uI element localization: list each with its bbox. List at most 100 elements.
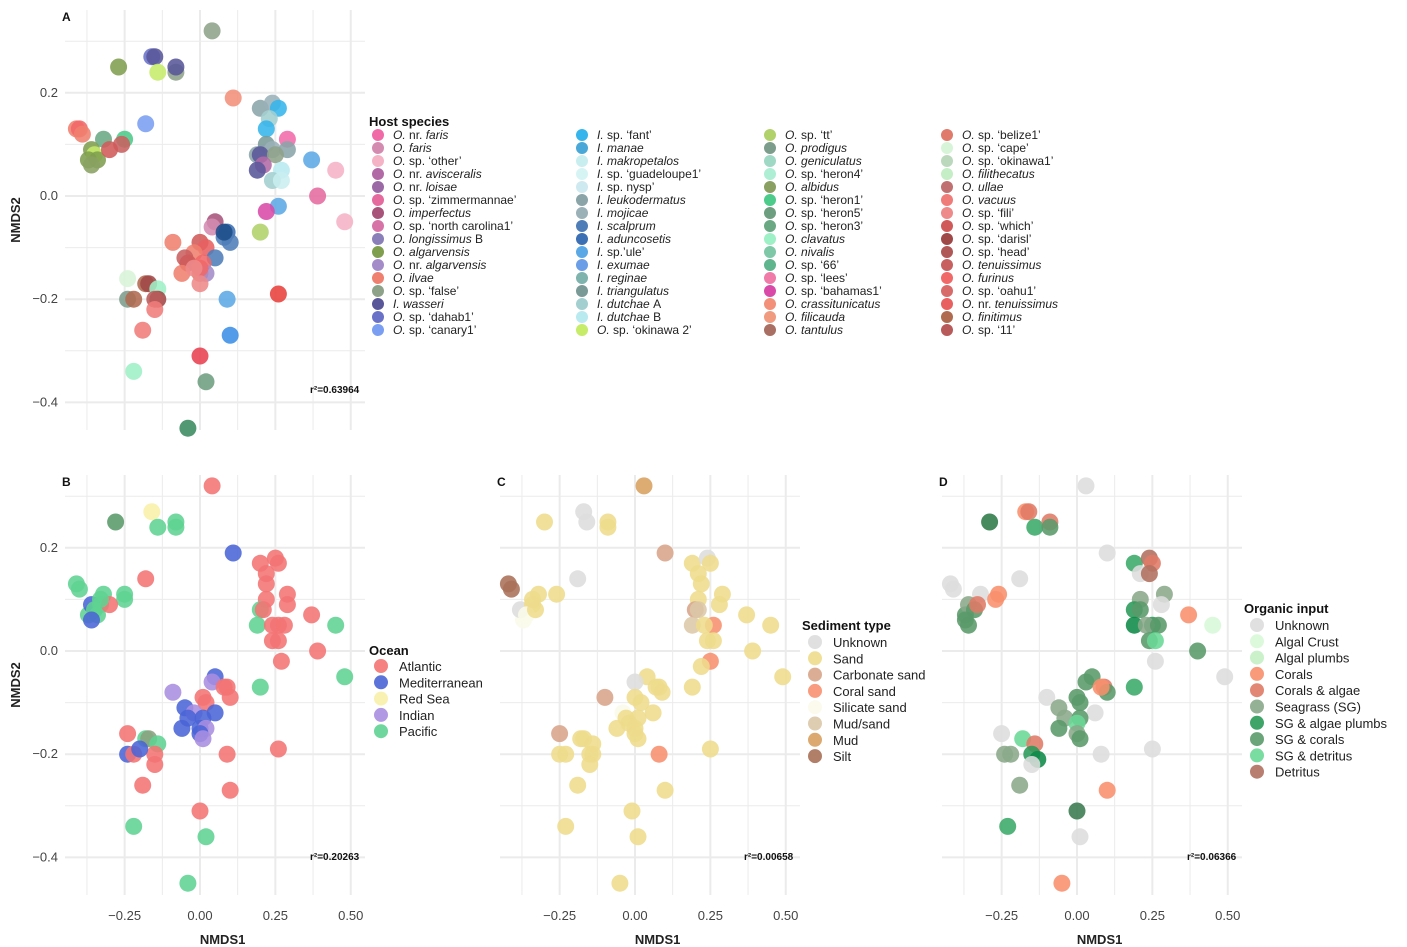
legend-label: I. sp.’ule’ [597, 245, 644, 259]
legend-label: O. sp. ‘cape’ [962, 141, 1029, 155]
legend-swatch [941, 168, 953, 180]
data-point [134, 321, 152, 339]
legend-item: Unknown [808, 635, 887, 650]
legend-item: O. sp. ‘heron1’ [764, 193, 863, 207]
legend-item: O. sp. ‘tt’ [764, 128, 832, 142]
data-point [167, 513, 185, 531]
data-point [303, 606, 321, 624]
data-point [536, 513, 553, 531]
legend-swatch [764, 155, 776, 167]
data-point [569, 570, 587, 588]
legend-item: O. tenuissimus [941, 258, 1041, 272]
data-point [149, 518, 167, 536]
legend-item: O. sp. ‘okinawa 2’ [576, 323, 692, 337]
data-point [309, 187, 327, 205]
legend-swatch [372, 207, 384, 219]
legend-item: Corals [1250, 666, 1313, 682]
data-point [1125, 616, 1143, 634]
legend-label: Corals [1275, 667, 1313, 682]
legend-swatch [1250, 650, 1264, 665]
legend-label: SG & algae plumbs [1275, 716, 1388, 731]
legend-swatch [808, 716, 822, 731]
data-point [278, 596, 296, 614]
legend-label: I. makropetalos [597, 154, 679, 168]
legend-item: O. sp. ‘oahu1’ [941, 284, 1036, 298]
legend-label: O. sp. ‘heron4’ [785, 167, 863, 181]
legend-swatch [372, 311, 384, 323]
data-point [981, 513, 999, 531]
legend-item: Mediterranean [374, 675, 483, 690]
legend-item: Mud [808, 732, 858, 748]
legend-item: I. sp. nysp’ [576, 180, 654, 194]
legend-label: O. nr. loisae [393, 180, 457, 194]
legend-swatch [1250, 715, 1264, 730]
legend-item: O. nr. avisceralis [372, 167, 482, 181]
legend-label: O. nr. algarvensis [393, 258, 486, 272]
legend-item: O. sp. ‘heron3’ [764, 219, 863, 233]
legend-swatch [764, 272, 776, 284]
data-point [251, 223, 269, 241]
legend-item: SG & algae plumbs [1250, 715, 1388, 731]
legend-swatch [941, 246, 953, 258]
data-point [191, 347, 209, 365]
data-point [1050, 719, 1068, 737]
data-point [1020, 503, 1038, 521]
legend-swatch [374, 691, 388, 706]
legend-item: O. clavatus [764, 232, 845, 246]
legend-item: O. algarvensis [372, 245, 470, 259]
legend-swatch [1250, 666, 1264, 681]
legend-label: Sand [833, 651, 863, 666]
legend-item: SG & corals [1250, 732, 1345, 747]
legend-item: O. sp. ‘bahamas1’ [764, 284, 882, 298]
legend-label: O. nivalis [785, 245, 834, 259]
legend-swatch [576, 129, 588, 141]
data-point [83, 156, 100, 174]
legend-item: O. sp. ‘belize1’ [941, 128, 1041, 142]
legend-item: O. nivalis [764, 245, 834, 259]
data-point [551, 725, 569, 743]
legend-swatch [576, 272, 588, 284]
legend-item: I. dutchae A [576, 297, 661, 311]
data-point [251, 678, 269, 696]
data-point [185, 259, 203, 277]
legend-item: O. sp. ‘canary1’ [372, 323, 476, 337]
legend-swatch [1250, 618, 1264, 632]
legend-swatch [576, 259, 588, 271]
legend-swatch [372, 129, 384, 141]
legend-item: SG & detritus [1250, 748, 1353, 763]
y-axis-title: NMDS2 [8, 662, 23, 708]
legend-label: Indian [399, 708, 434, 723]
legend-label: O. sp. ‘canary1’ [393, 323, 476, 337]
data-point [1125, 678, 1143, 696]
legend-item: I. sp. ‘guadeloupe1’ [576, 167, 701, 181]
legend-swatch [764, 259, 776, 271]
legend-item: Coral sand [808, 683, 896, 699]
legend-item: O. sp. ‘lees’ [764, 271, 848, 285]
legend-label: O. filithecatus [962, 167, 1035, 181]
legend-swatch [764, 311, 776, 323]
legend-item: O. sp. ‘66’ [764, 258, 839, 272]
legend-swatch [372, 233, 384, 245]
panel-c: C r²=0.00658 Sediment type −0.25 0.00 0.25… [497, 475, 926, 947]
data-point [248, 161, 266, 179]
data-point [83, 611, 100, 629]
legend-item: O. sp. ‘which’ [941, 219, 1033, 233]
x-tick-label: 0.00 [622, 908, 647, 923]
points [67, 22, 354, 437]
data-point [744, 642, 762, 660]
legend-swatch [576, 168, 588, 180]
legend-item: O. sp. ‘fili’ [941, 206, 1014, 220]
legend-item: O. sp. ‘okinawa1’ [941, 154, 1053, 168]
data-point [710, 596, 728, 614]
legend-item: O. imperfectus [372, 206, 471, 220]
data-point [960, 616, 977, 634]
legend-label: O. sp. ‘darisl’ [962, 232, 1031, 246]
legend-item: Carbonate sand [808, 667, 926, 683]
data-point [1092, 745, 1110, 763]
x-axis-title: NMDS1 [1077, 932, 1123, 947]
x-axis-title: NMDS1 [635, 932, 681, 947]
legend-item: O. tantulus [764, 323, 843, 337]
data-point [107, 513, 125, 531]
legend-item: I. mojicae [576, 206, 649, 220]
legend-swatch [1250, 634, 1264, 649]
